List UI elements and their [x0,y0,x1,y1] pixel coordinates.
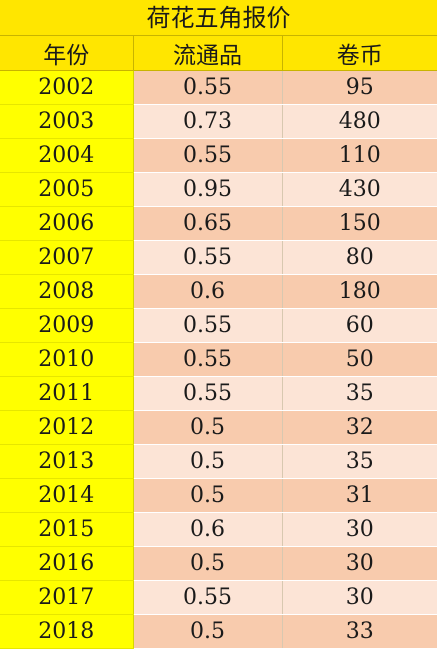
year-cell: 2002 [0,70,134,105]
table-header: 年份 流通品 卷币 [0,36,437,71]
roll-price-cell: 30 [282,580,437,615]
year-cell: 2018 [0,614,134,649]
circulated-price-cell: 0.5 [133,444,283,479]
year-cell: 2009 [0,308,134,343]
roll-price-cell: 33 [282,614,437,649]
circulated-price-cell: 0.73 [133,104,283,139]
year-cell: 2008 [0,274,134,309]
table-row: 2007 0.55 80 [0,240,437,275]
table-row: 2004 0.55 110 [0,138,437,173]
year-cell: 2012 [0,410,134,445]
table-row: 2013 0.5 35 [0,444,437,479]
year-cell: 2011 [0,376,134,411]
table-row: 2009 0.55 60 [0,308,437,343]
circulated-price-cell: 0.6 [133,274,283,309]
year-cell: 2016 [0,546,134,581]
sheet-title: 荷花五角报价 [0,0,437,36]
year-cell: 2006 [0,206,134,241]
column-header-year: 年份 [0,36,134,71]
table-row: 2016 0.5 30 [0,546,437,581]
circulated-price-cell: 0.6 [133,512,283,547]
year-cell: 2005 [0,172,134,207]
table-row: 2010 0.55 50 [0,342,437,377]
table-row: 2014 0.5 31 [0,478,437,513]
circulated-price-cell: 0.55 [133,580,283,615]
roll-price-cell: 150 [282,206,437,241]
roll-price-cell: 35 [282,444,437,479]
circulated-price-cell: 0.55 [133,308,283,343]
table-row: 2018 0.5 33 [0,614,437,649]
year-cell: 2017 [0,580,134,615]
roll-price-cell: 430 [282,172,437,207]
year-cell: 2010 [0,342,134,377]
roll-price-cell: 35 [282,376,437,411]
roll-price-cell: 30 [282,512,437,547]
circulated-price-cell: 0.55 [133,70,283,105]
year-cell: 2004 [0,138,134,173]
table-body: 2002 0.55 95 2003 0.73 480 2004 0.55 110 2005 0.95… [0,70,437,649]
price-table: 年份 流通品 卷币 2002 0.55 95 2003 0.73 480 2004 0.55 1… [0,36,437,649]
year-cell: 2015 [0,512,134,547]
circulated-price-cell: 0.5 [133,614,283,649]
table-row: 2008 0.6 180 [0,274,437,309]
circulated-price-cell: 0.5 [133,478,283,513]
column-header-circulated: 流通品 [133,36,283,71]
roll-price-cell: 110 [282,138,437,173]
roll-price-cell: 31 [282,478,437,513]
table-row: 2003 0.73 480 [0,104,437,139]
year-cell: 2014 [0,478,134,513]
circulated-price-cell: 0.55 [133,342,283,377]
table-row: 2005 0.95 430 [0,172,437,207]
roll-price-cell: 32 [282,410,437,445]
circulated-price-cell: 0.55 [133,138,283,173]
circulated-price-cell: 0.95 [133,172,283,207]
table-row: 2015 0.6 30 [0,512,437,547]
circulated-price-cell: 0.55 [133,240,283,275]
table-row: 2017 0.55 30 [0,580,437,615]
table-row: 2006 0.65 150 [0,206,437,241]
table-row: 2012 0.5 32 [0,410,437,445]
roll-price-cell: 30 [282,546,437,581]
table-row: 2002 0.55 95 [0,70,437,105]
roll-price-cell: 80 [282,240,437,275]
roll-price-cell: 60 [282,308,437,343]
roll-price-cell: 480 [282,104,437,139]
circulated-price-cell: 0.5 [133,410,283,445]
table-row: 2011 0.55 35 [0,376,437,411]
circulated-price-cell: 0.65 [133,206,283,241]
header-row: 年份 流通品 卷币 [0,36,437,71]
circulated-price-cell: 0.5 [133,546,283,581]
circulated-price-cell: 0.55 [133,376,283,411]
year-cell: 2007 [0,240,134,275]
roll-price-cell: 95 [282,70,437,105]
roll-price-cell: 180 [282,274,437,309]
year-cell: 2003 [0,104,134,139]
year-cell: 2013 [0,444,134,479]
column-header-roll: 卷币 [282,36,437,71]
roll-price-cell: 50 [282,342,437,377]
